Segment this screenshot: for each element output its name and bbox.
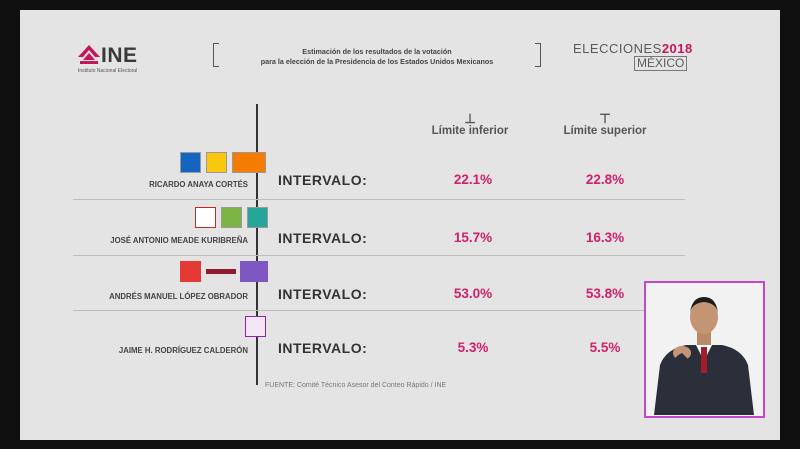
upper-limit-value: 53.8% — [585, 286, 625, 301]
column-divider — [256, 104, 258, 385]
upper-limit-value: 16.3% — [585, 230, 625, 245]
lower-limit-label: Límite inferior — [431, 125, 509, 137]
estimate-title-line1: Estimación de los resultados de la votac… — [302, 47, 452, 56]
ine-logo: INE Instituto Nacional Electoral — [78, 43, 178, 79]
lower-limit-icon: ⊥ — [464, 111, 476, 126]
ine-emblem-icon — [78, 45, 100, 64]
lower-limit-value: 53.0% — [453, 286, 493, 301]
upper-limit-icon: ⊤ — [599, 111, 611, 126]
panal-logo-icon — [247, 207, 268, 228]
upper-limit-header: ⊤ Límite superior — [545, 112, 665, 137]
candidate-name: RICARDO ANAYA CORTÉS — [149, 180, 248, 189]
interval-label: INTERVALO: — [278, 286, 368, 302]
interpreter-figure-icon — [654, 297, 754, 415]
row-separator — [73, 310, 685, 311]
upper-limit-label: Límite superior — [563, 125, 647, 137]
sign-language-interpreter-video — [644, 281, 765, 418]
estimate-title-line2: para la elección de la Presidencia de lo… — [260, 57, 494, 66]
elecciones-text: ELECCIONES2018 — [573, 41, 693, 56]
title-bracket-left — [213, 43, 219, 67]
morena-logo-icon — [206, 269, 236, 274]
lower-limit-value: 22.1% — [453, 172, 493, 187]
independiente-logo-icon — [245, 316, 266, 337]
pri-logo-icon — [195, 207, 216, 228]
upper-limit-value: 22.8% — [585, 172, 625, 187]
row-separator — [73, 255, 685, 256]
title-bracket-right — [535, 43, 541, 67]
pan-logo-icon — [180, 152, 201, 173]
estimate-title: Estimación de los resultados de la votac… — [222, 47, 532, 67]
elecciones-word: ELECCIONES — [573, 41, 662, 56]
ine-logo-subtext: Instituto Nacional Electoral — [78, 68, 138, 74]
election-year: 2018 — [661, 41, 693, 56]
mc-logo-icon — [232, 152, 266, 173]
pes-logo-icon — [240, 261, 268, 282]
upper-limit-value: 5.5% — [589, 340, 621, 355]
row-separator — [73, 199, 685, 200]
ine-logo-text: INE — [101, 44, 138, 67]
lower-limit-header: ⊥ Límite inferior — [410, 112, 530, 137]
interval-label: INTERVALO: — [278, 172, 368, 188]
interval-label: INTERVALO: — [278, 340, 368, 356]
lower-limit-value: 5.3% — [457, 340, 489, 355]
source-footnote: FUENTE: Comité Técnico Asesor del Conteo… — [265, 382, 447, 389]
prd-logo-icon — [206, 152, 227, 173]
candidate-name: ANDRÉS MANUEL LÓPEZ OBRADOR — [109, 292, 248, 301]
candidate-name: JOSÉ ANTONIO MEADE KURIBREÑA — [110, 236, 248, 245]
interval-label: INTERVALO: — [278, 230, 368, 246]
candidate-name: JAIME H. RODRÍGUEZ CALDERÓN — [118, 346, 248, 355]
pvem-logo-icon — [221, 207, 242, 228]
lower-limit-value: 15.7% — [453, 230, 493, 245]
elecciones-2018-logo: ELECCIONES2018 MÉXICO — [573, 41, 693, 71]
mexico-text: MÉXICO — [634, 56, 688, 71]
pt-logo-icon — [180, 261, 201, 282]
